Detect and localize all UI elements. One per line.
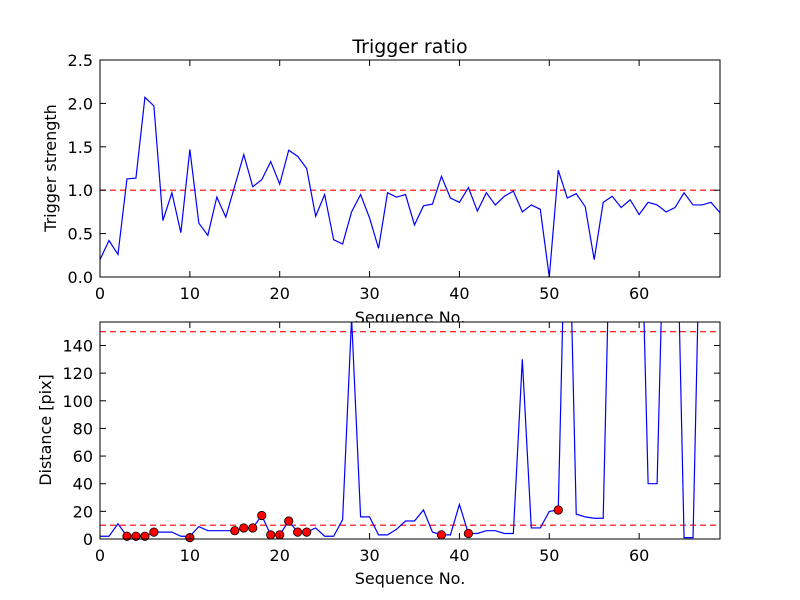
data-point-marker	[239, 523, 249, 533]
x-tick-label: 40	[449, 546, 469, 565]
x-axis-ticks: 0 10 20 30 40 50 60	[95, 60, 649, 303]
y-tick-label: 0.0	[68, 268, 93, 287]
distance-chart: 0 10 20 30 40 50 60 0 20 40 60 80 100 120 140 Sequenc…	[36, 321, 721, 588]
y-axis-ticks: 0.0 0.5 1.0 1.5 2.0 2.5	[68, 51, 720, 287]
x-axis-ticks: 0 10 20 30 40 50 60	[95, 322, 649, 565]
chart-title: Trigger ratio	[351, 36, 467, 58]
plot-frame	[99, 321, 721, 540]
series-group	[100, 96, 720, 277]
data-point-marker	[248, 523, 258, 533]
plot-area	[100, 60, 720, 277]
y-tick-label: 20	[73, 502, 93, 521]
series-line	[100, 96, 720, 277]
data-point-marker	[302, 527, 312, 537]
y-tick-label: 40	[73, 475, 93, 494]
y-tick-label: 1.5	[68, 138, 93, 157]
x-tick-label: 30	[359, 284, 379, 303]
data-point-marker	[140, 531, 150, 541]
x-axis-label: Sequence No.	[355, 569, 466, 588]
x-tick-label: 20	[270, 546, 290, 565]
y-tick-label: 0.5	[68, 225, 93, 244]
y-tick-label: 120	[62, 364, 93, 383]
y-tick-label: 140	[62, 336, 93, 355]
data-point-marker	[436, 530, 447, 540]
x-tick-label: 30	[359, 546, 379, 565]
y-tick-label: 100	[62, 392, 93, 411]
y-axis-ticks: 0 20 40 60 80 100 120 140	[62, 336, 720, 549]
data-point-marker	[293, 527, 303, 537]
marker-group	[122, 505, 563, 543]
data-point-marker	[284, 516, 294, 526]
y-tick-label: 60	[73, 447, 93, 466]
reference-lines	[100, 331, 720, 526]
series-line	[100, 322, 699, 539]
data-point-marker	[230, 526, 240, 536]
x-tick-label: 10	[180, 284, 200, 303]
trigger-ratio-chart: Trigger ratio 0 10 20 30 40 50 60 0.0 0.5 1.0 1.5…	[41, 36, 721, 327]
y-tick-label: 0	[83, 530, 93, 549]
y-tick-label: 2.0	[68, 94, 93, 113]
x-tick-label: 20	[270, 284, 290, 303]
y-tick-label: 80	[73, 419, 93, 438]
x-tick-label: 60	[629, 284, 649, 303]
plot-frame	[99, 59, 721, 278]
y-tick-label: 1.0	[68, 181, 93, 200]
x-tick-label: 0	[95, 284, 105, 303]
data-point-marker	[131, 531, 141, 541]
y-axis-label: Distance [pix]	[36, 374, 55, 486]
data-point-marker	[257, 510, 267, 521]
y-tick-label: 2.5	[68, 51, 93, 70]
data-point-marker	[149, 527, 159, 537]
y-axis-label: Trigger strength	[41, 104, 60, 233]
x-tick-label: 0	[95, 546, 105, 565]
series-group	[100, 322, 699, 539]
data-point-marker	[553, 505, 563, 515]
data-point-marker	[463, 528, 474, 539]
x-tick-label: 50	[539, 546, 559, 565]
x-tick-label: 60	[629, 546, 649, 565]
data-point-marker	[122, 531, 132, 541]
x-tick-label: 10	[180, 546, 200, 565]
x-tick-label: 40	[449, 284, 469, 303]
plot-area	[100, 322, 720, 539]
data-point-marker	[266, 530, 276, 540]
x-tick-label: 50	[539, 284, 559, 303]
